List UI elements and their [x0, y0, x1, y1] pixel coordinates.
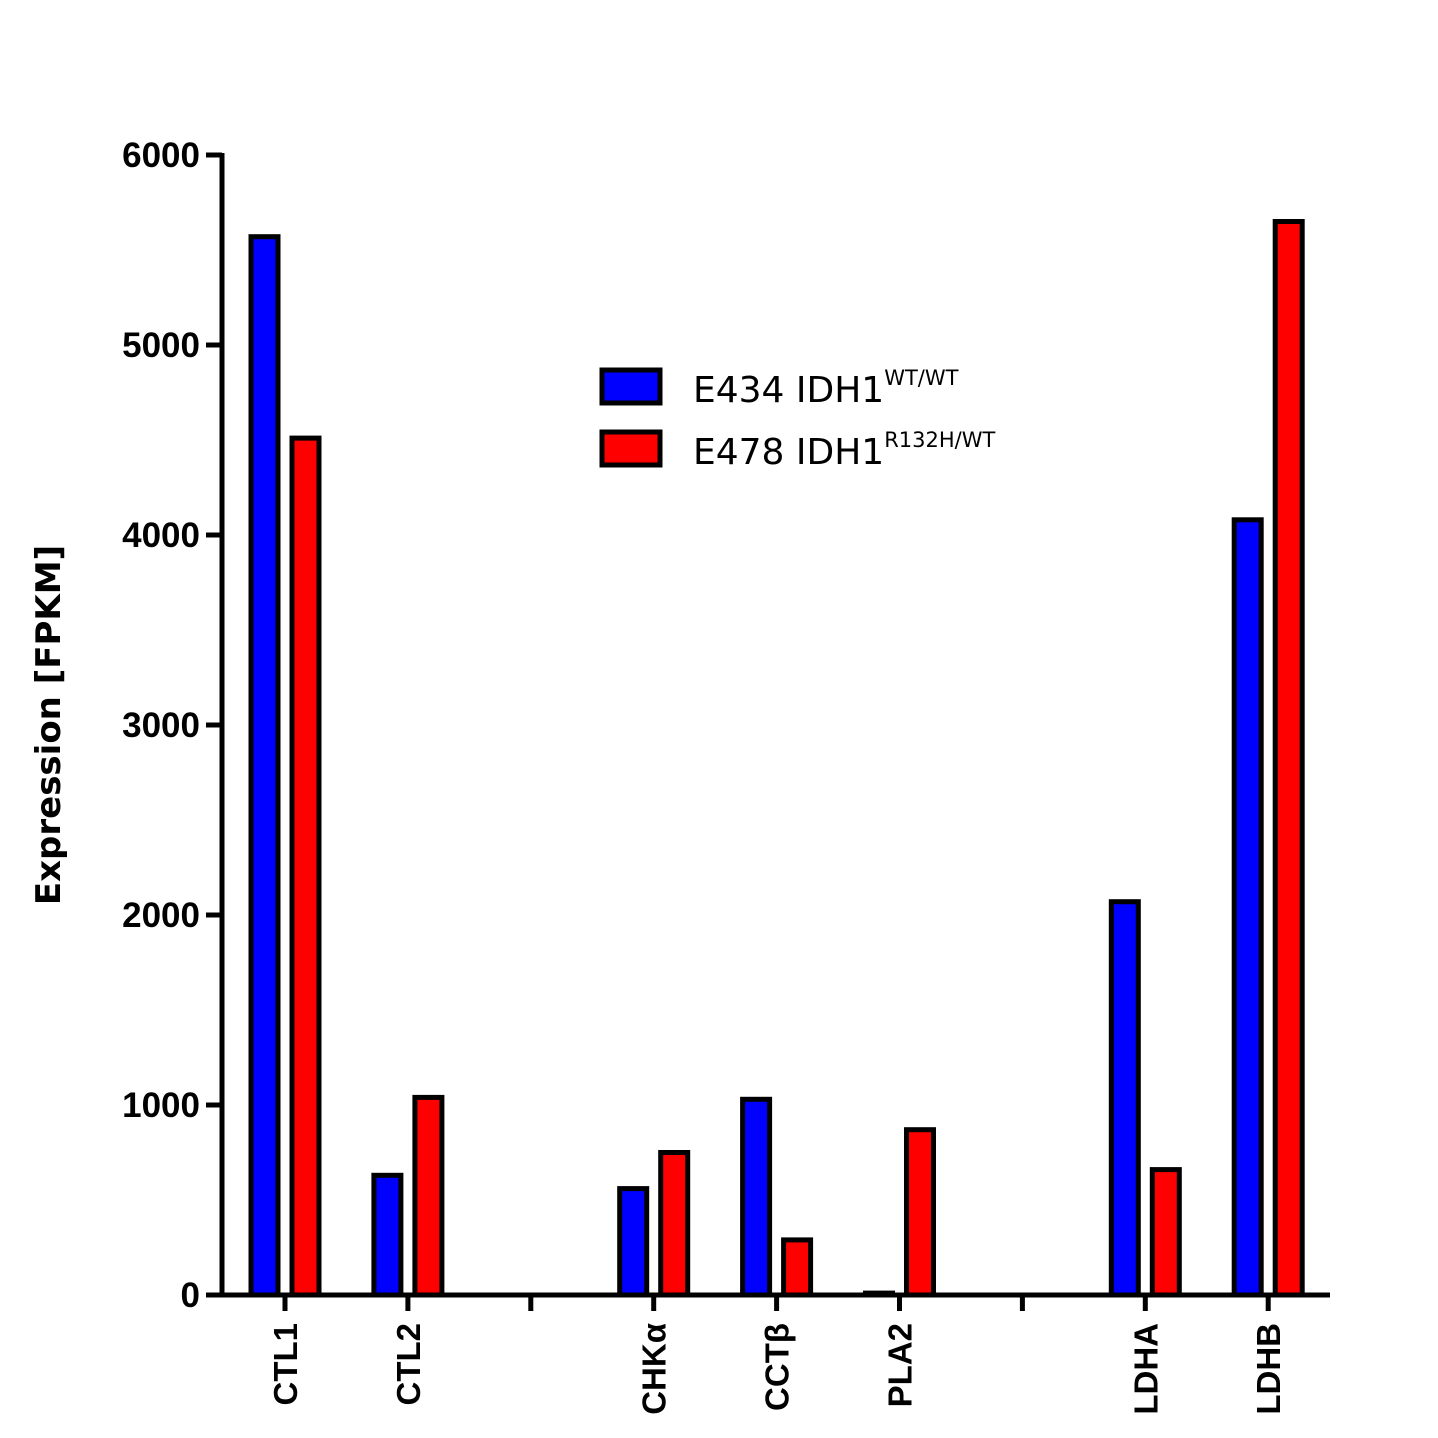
bar-e434-idh1-wt-wt-chk [617, 1186, 650, 1298]
x-tick-label-ldha: LDHA [1127, 1323, 1164, 1415]
bar-e434-idh1-wt-wt-ctl2 [371, 1172, 404, 1298]
bar-e478-idh1-r132h-wt-pla2 [904, 1127, 936, 1298]
y-tick-label-1000: 1000 [122, 1086, 200, 1125]
legend-superscript: WT/WT [884, 366, 958, 390]
bar-e478-idh1-r132h-wt-ctl2 [412, 1094, 445, 1298]
y-tick-label-5000: 5000 [122, 326, 200, 365]
x-tick-label-ctl1: CTL1 [267, 1323, 304, 1406]
bar-e478-idh1-r132h-wt-cct [781, 1237, 814, 1298]
y-tick-label-6000: 6000 [122, 136, 200, 175]
y-tick-label-2000: 2000 [122, 896, 200, 935]
bar-e478-idh1-r132h-wt-chk [658, 1150, 691, 1298]
y-tick-label-3000: 3000 [122, 706, 200, 745]
bar-e434-idh1-wt-wt-ldha [1108, 899, 1141, 1298]
bar-e434-idh1-wt-wt-cct [740, 1096, 773, 1298]
bar-e478-idh1-r132h-wt-ldhb [1272, 219, 1305, 1298]
bar-e434-idh1-wt-wt-ctl1 [248, 234, 281, 1298]
legend-label-e478-idh1-r132h-wt: E478 IDH1R132H/WT [693, 428, 996, 473]
y-tick-label-0: 0 [181, 1276, 200, 1315]
legend-label-e434-idh1-wt-wt: E434 IDH1WT/WT [693, 366, 959, 411]
x-tick-label-cct: CCTβ [759, 1323, 796, 1411]
y-axis-title: Expression [FPKM] [29, 545, 69, 905]
x-tick-label-chk: CHKα [636, 1323, 673, 1415]
legend: E434 IDH1WT/WT E478 IDH1R132H/WT [599, 366, 996, 473]
x-tick-label-pla2: PLA2 [882, 1323, 919, 1407]
x-tick-label-ctl2: CTL2 [390, 1323, 427, 1406]
y-tick-label-4000: 4000 [122, 516, 200, 555]
legend-swatch-e478-idh1-r132h-wt [599, 429, 663, 468]
legend-superscript: R132H/WT [884, 428, 995, 452]
bars-group [248, 219, 1305, 1298]
bar-e478-idh1-r132h-wt-ldha [1149, 1167, 1182, 1298]
axes-group: 0 1000 2000 3000 4000 5000 6000 CTL1 CTL2 CHKα CCT… [122, 136, 1330, 1415]
legend-swatch-e434-idh1-wt-wt [599, 367, 663, 406]
bar-e434-idh1-wt-wt-ldhb [1231, 517, 1264, 1298]
x-tick-label-ldhb: LDHB [1250, 1323, 1287, 1415]
bar-e478-idh1-r132h-wt-ctl1 [289, 435, 322, 1298]
